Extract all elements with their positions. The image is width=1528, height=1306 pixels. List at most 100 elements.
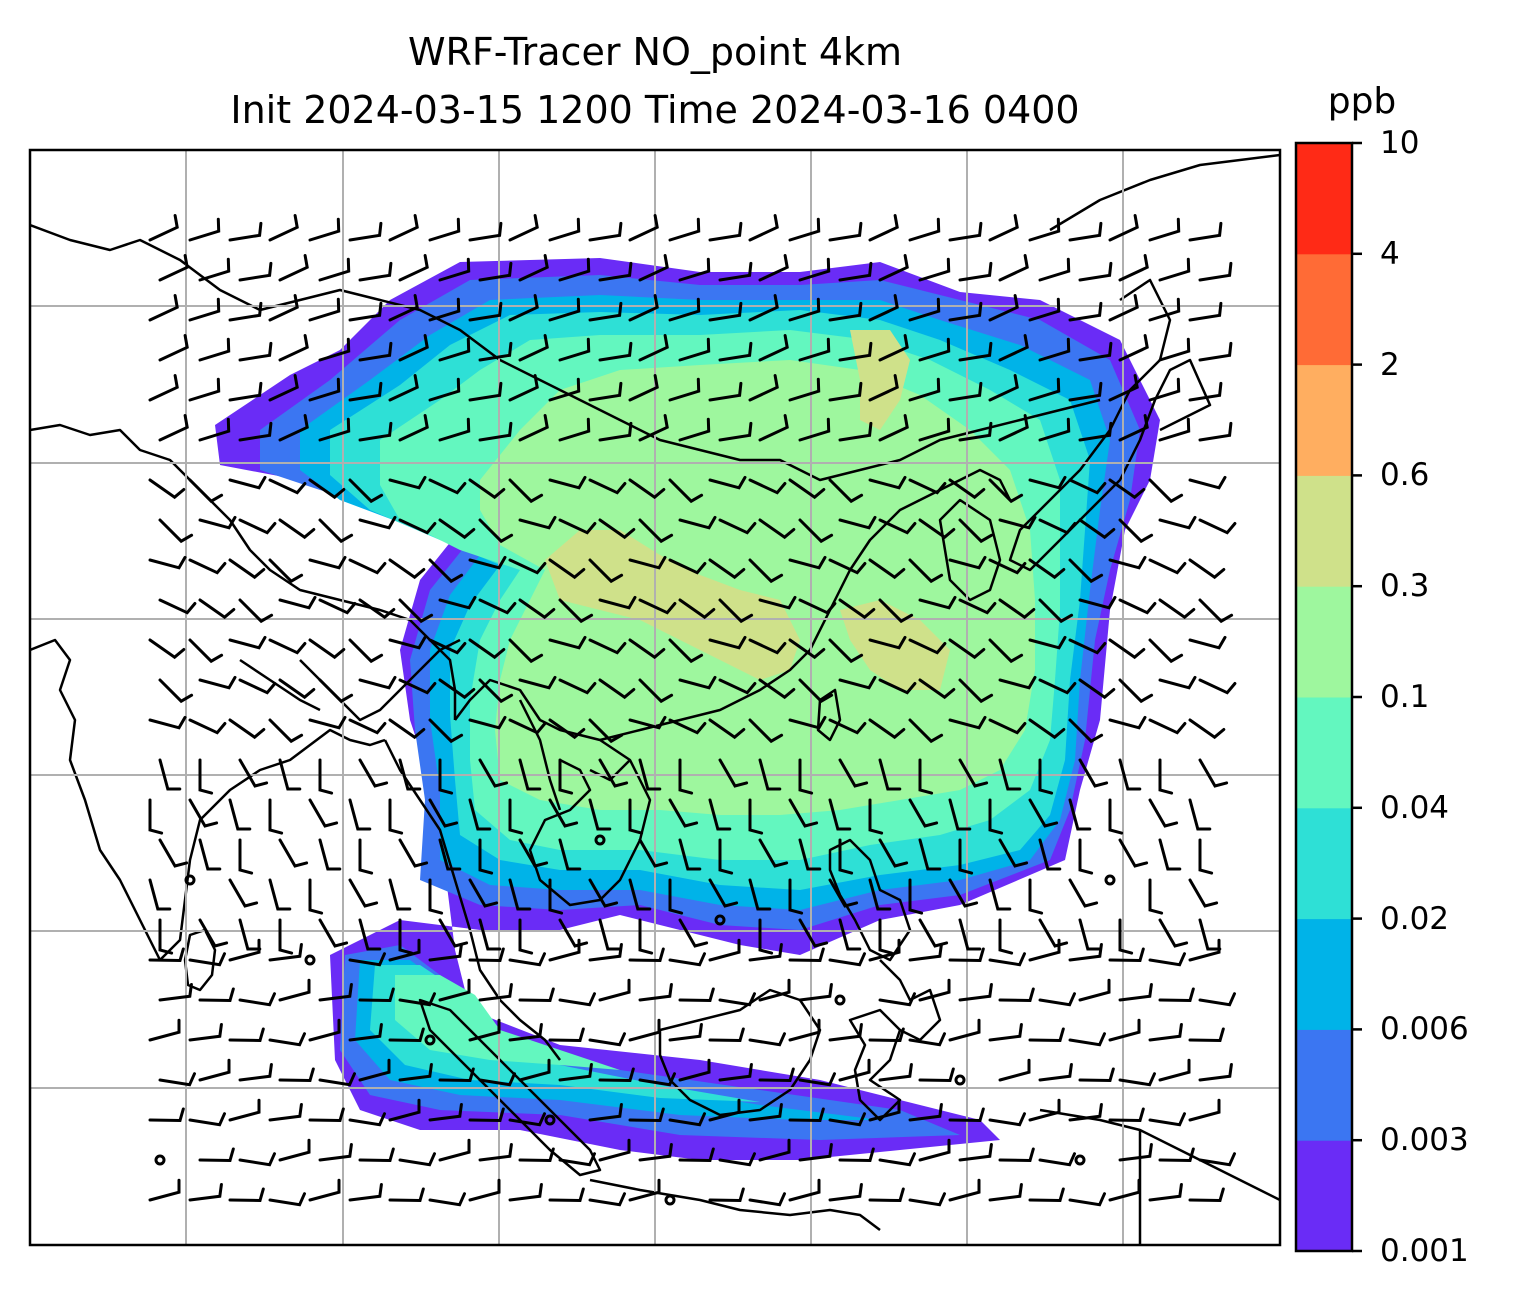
wind-barb xyxy=(828,558,867,575)
wind-barb xyxy=(718,1152,756,1167)
wind-barb xyxy=(358,918,382,951)
wind-barb xyxy=(708,301,743,322)
wind-barb xyxy=(1118,1072,1156,1087)
wind-barb xyxy=(758,918,774,955)
wind-barb xyxy=(678,417,711,442)
wind-barb xyxy=(268,943,303,962)
wind-barb xyxy=(958,341,993,362)
colorbar xyxy=(1296,143,1352,1252)
wind-barb xyxy=(428,217,461,242)
wind-barb xyxy=(1148,217,1181,242)
wind-barb xyxy=(798,337,831,362)
wind-barb xyxy=(908,478,947,495)
wind-barb xyxy=(868,214,899,242)
wind-barb xyxy=(1038,918,1069,948)
wind-barb xyxy=(948,301,983,322)
wind-barb xyxy=(1108,798,1124,835)
wind-barb xyxy=(438,337,471,362)
wind-barb xyxy=(638,334,669,362)
wind-barb xyxy=(388,798,404,835)
wind-barb xyxy=(1068,798,1092,831)
wind-barb xyxy=(1158,1058,1191,1082)
wind-barb xyxy=(988,214,1019,242)
wind-barb xyxy=(268,798,284,835)
wind-barb xyxy=(1028,377,1061,402)
wind-barb xyxy=(358,987,395,1003)
wind-barb xyxy=(958,1143,993,1162)
wind-barb xyxy=(1028,297,1061,322)
wind-barb xyxy=(478,758,509,788)
wind-barb xyxy=(438,257,471,282)
colorbar-tick-label: 0.1 xyxy=(1380,679,1430,715)
colorbar-tick-label: 10 xyxy=(1380,125,1420,161)
wind-barb xyxy=(1038,518,1077,535)
wind-barb xyxy=(668,377,701,402)
wind-barb xyxy=(1148,478,1184,504)
wind-barb xyxy=(1068,718,1104,744)
wind-barb xyxy=(478,421,513,442)
colorbar-tick-label: 4 xyxy=(1380,235,1400,272)
wind-barb xyxy=(588,558,624,584)
wind-barb xyxy=(988,374,1019,402)
wind-barb xyxy=(318,758,334,795)
wind-barb xyxy=(278,254,309,282)
wind-barb xyxy=(478,918,502,951)
wind-barb xyxy=(988,558,1027,575)
wind-barb xyxy=(1078,261,1113,282)
wind-barb xyxy=(1148,1112,1186,1127)
wind-barb-calm xyxy=(304,954,316,966)
wind-barb xyxy=(908,1192,946,1207)
wind-barb xyxy=(588,1103,623,1122)
wind-barb xyxy=(1158,598,1196,620)
wind-barb xyxy=(1028,217,1061,242)
wind-barb xyxy=(1118,254,1149,282)
wind-barb xyxy=(598,341,633,362)
coastline-india xyxy=(30,638,386,962)
wind-barb xyxy=(388,475,427,490)
wind-barb xyxy=(708,1187,745,1203)
wind-barb xyxy=(548,377,581,402)
wind-barb xyxy=(398,254,429,282)
wind-barb xyxy=(758,414,789,442)
wind-barb xyxy=(148,1018,181,1042)
wind-barb xyxy=(948,381,983,402)
wind-barb xyxy=(508,1112,546,1127)
wind-barb xyxy=(468,301,503,322)
wind-barb xyxy=(908,718,944,744)
wind-barb xyxy=(238,598,274,624)
wind-barb xyxy=(478,983,513,1002)
wind-barb xyxy=(428,1103,463,1122)
wind-barb xyxy=(388,374,419,402)
wind-barb xyxy=(878,838,909,868)
wind-barb xyxy=(158,838,189,868)
plot-area xyxy=(30,150,1280,1245)
wind-barb xyxy=(708,1027,745,1043)
wind-barb xyxy=(638,983,673,1002)
wind-barb xyxy=(238,992,276,1007)
wind-barb xyxy=(238,341,273,362)
wind-barb xyxy=(1188,558,1226,580)
colorbar-tick-label: 0.02 xyxy=(1380,900,1450,937)
wind-barb xyxy=(998,1058,1031,1082)
wind-barb xyxy=(188,297,221,322)
wind-barb xyxy=(388,1027,425,1043)
wind-barb xyxy=(628,294,659,322)
wind-barb xyxy=(1148,297,1181,322)
wind-barb xyxy=(318,838,342,871)
wind-barb xyxy=(1118,918,1134,955)
wind-barb xyxy=(228,718,266,740)
wind-barb xyxy=(558,758,574,795)
wind-barb xyxy=(508,558,547,575)
wind-barb xyxy=(478,678,514,704)
wind-barb xyxy=(748,1192,786,1207)
coastline-japan xyxy=(1008,153,1280,572)
wind-barb xyxy=(1158,987,1195,1003)
wind-barb xyxy=(148,374,179,402)
wind-barb xyxy=(188,478,224,504)
wind-barb xyxy=(958,838,974,875)
wind-barb xyxy=(1108,715,1147,730)
colorbar-segment xyxy=(1296,364,1352,476)
wind-barb xyxy=(788,798,819,828)
wind-barb xyxy=(588,301,623,322)
wind-barb xyxy=(1068,558,1104,584)
